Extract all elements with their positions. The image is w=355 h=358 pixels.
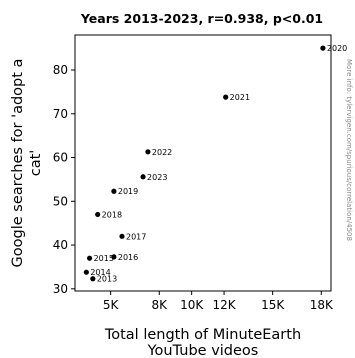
x-axis-label-line2: YouTube videos [147, 343, 259, 358]
data-point-2017 [119, 233, 125, 239]
data-point-2018 [95, 211, 101, 218]
data-label-2015: 2015 [94, 254, 114, 263]
source-watermark: More info: tylervigen.com/spurious/corre… [345, 59, 353, 241]
x-tick-label: 10K [180, 298, 204, 312]
x-tick-label: 5K [103, 298, 120, 312]
y-axis: 30 40 50 60 70 80 [53, 63, 75, 296]
data-label-2018: 2018 [102, 210, 122, 219]
data-label-2023: 2023 [147, 173, 167, 182]
data-label-2016: 2016 [118, 253, 138, 262]
y-tick-label: 40 [53, 238, 68, 252]
y-tick-label: 60 [53, 151, 68, 165]
y-tick-label: 70 [53, 107, 68, 121]
y-tick-label: 80 [53, 63, 68, 77]
data-label-2021: 2021 [230, 93, 250, 102]
x-axis-label-line1: Total length of MinuteEarth [104, 327, 301, 343]
chart-title: Years 2013-2023, r=0.938, p<0.01 [80, 11, 323, 26]
x-tick-label: 18K [310, 298, 334, 312]
y-axis-label-line1: Google searches for 'adopt a [10, 59, 26, 268]
data-label-2014: 2014 [90, 268, 110, 277]
data-point-2021 [223, 94, 229, 100]
data-point-2014 [83, 269, 89, 275]
data-label-2020: 2020 [327, 44, 347, 53]
data-point-2016 [111, 254, 117, 260]
data-point-2020 [320, 45, 326, 51]
y-tick-label: 50 [53, 194, 68, 208]
plot-area [74, 34, 332, 292]
data-point-2023 [140, 174, 146, 180]
x-tick-label: 12K [212, 298, 236, 312]
x-tick-label: 8K [151, 298, 168, 312]
x-tick-label: 15K [261, 298, 285, 312]
data-label-2017: 2017 [126, 232, 146, 241]
data-label-2013: 2013 [97, 275, 117, 284]
y-axis-label-line2: cat' [28, 150, 44, 177]
data-point-2022 [145, 149, 151, 155]
data-label-2022: 2022 [152, 148, 172, 157]
data-point-2019 [111, 188, 117, 194]
data-label-2019: 2019 [118, 187, 138, 196]
data-point-2013 [90, 276, 96, 282]
y-tick-label: 30 [53, 282, 68, 296]
x-axis: 5K 8K 10K 12K 15K 18K [103, 291, 334, 312]
data-point-2015 [86, 255, 93, 261]
